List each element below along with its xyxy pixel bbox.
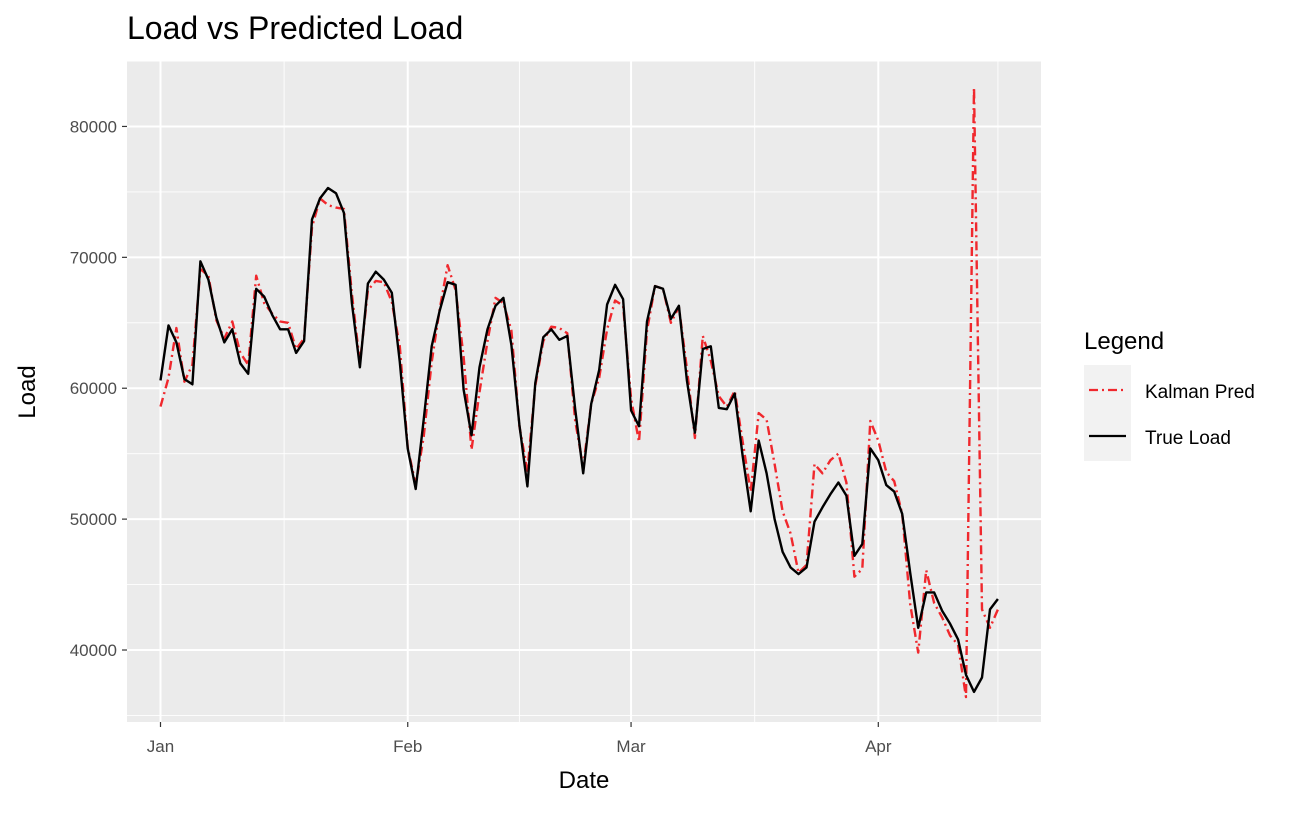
y-axis-title: Load bbox=[14, 365, 41, 418]
legend-label-kalman-pred: Kalman Pred bbox=[1145, 382, 1255, 403]
x-axis-title: Date bbox=[559, 767, 610, 794]
x-tick-label: Jan bbox=[147, 737, 174, 756]
legend: Legend Kalman Pred True Load bbox=[1084, 328, 1255, 461]
x-tick-label: Feb bbox=[393, 737, 422, 756]
y-axis: 40000 50000 60000 70000 80000 bbox=[70, 117, 127, 660]
plot-panel bbox=[127, 61, 1041, 722]
y-tick-label: 70000 bbox=[70, 248, 117, 267]
legend-key-background bbox=[1084, 365, 1131, 461]
x-axis: Jan Feb Mar Apr bbox=[147, 722, 892, 756]
series-line-true-load bbox=[159, 186, 999, 694]
x-tick-label: Apr bbox=[865, 737, 892, 756]
y-tick-label: 80000 bbox=[70, 117, 117, 136]
y-tick-label: 50000 bbox=[70, 510, 117, 529]
y-tick-label: 40000 bbox=[70, 641, 117, 660]
series-layer bbox=[159, 86, 1000, 699]
legend-title: Legend bbox=[1084, 328, 1164, 355]
chart-title: Load vs Predicted Load bbox=[127, 10, 463, 46]
x-tick-label: Mar bbox=[616, 737, 646, 756]
y-tick-label: 60000 bbox=[70, 379, 117, 398]
legend-label-true-load: True Load bbox=[1145, 428, 1231, 449]
